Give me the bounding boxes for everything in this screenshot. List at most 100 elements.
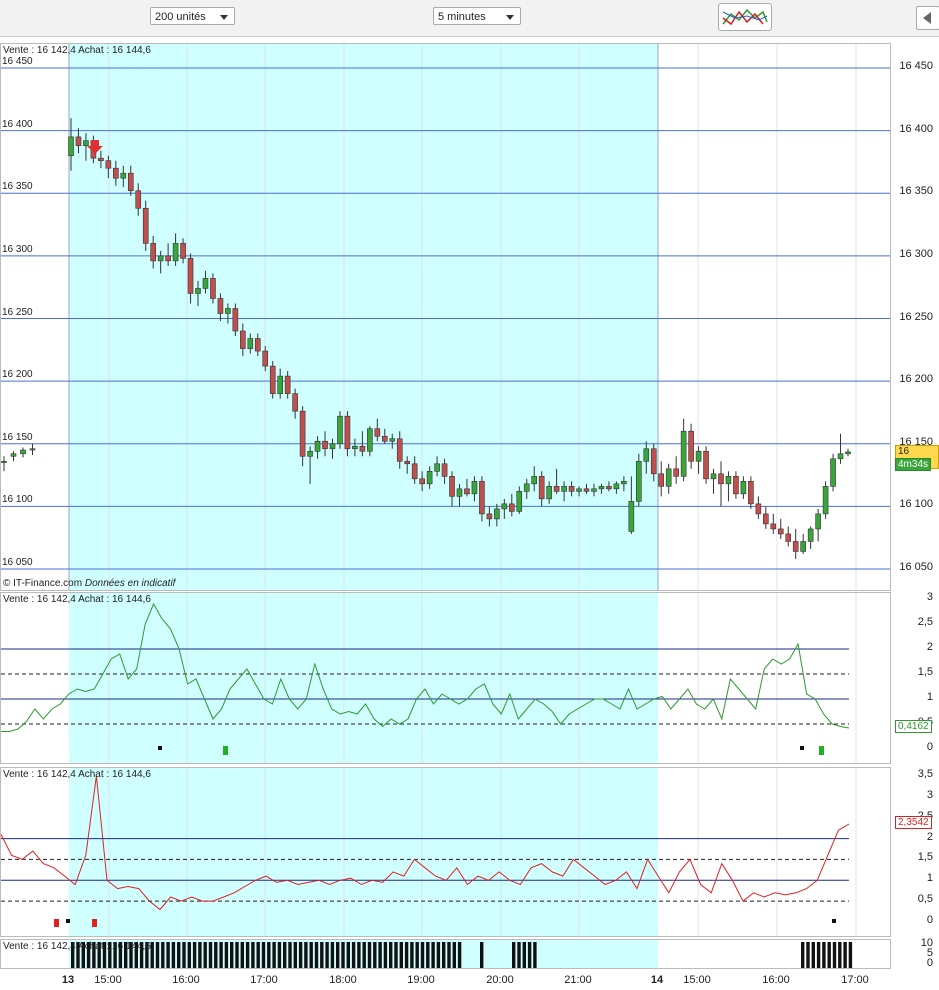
volume-bar xyxy=(230,942,234,968)
candle-body xyxy=(359,445,366,452)
price-tick: 16 250 xyxy=(899,310,933,323)
volume-bar xyxy=(442,942,446,968)
volume-bar xyxy=(838,942,842,968)
signal-marker xyxy=(223,746,228,755)
volume-bar xyxy=(336,942,340,968)
volume-bar xyxy=(97,942,101,968)
candle-body xyxy=(815,513,821,530)
indicator-tick: 2,5 xyxy=(917,616,933,628)
volume-bar xyxy=(314,942,319,968)
volume-bar xyxy=(182,942,186,968)
volume-bar xyxy=(816,942,821,968)
volume-bar xyxy=(522,942,526,968)
price-left-tick: 16 050 xyxy=(2,557,33,568)
volume-axis: 10 5 0 xyxy=(891,937,939,969)
candle-body xyxy=(165,255,171,262)
volume-bar xyxy=(320,942,324,968)
candle-body xyxy=(142,207,149,244)
candle-body xyxy=(471,481,478,495)
volume-bar xyxy=(304,942,308,968)
indicator-tick: 0,5 xyxy=(917,893,933,906)
volume-bar xyxy=(330,942,335,968)
indicator1-axis: 32,521,510,50 xyxy=(891,591,939,764)
volume-bar xyxy=(399,942,403,968)
candle-body xyxy=(187,258,194,294)
volume-bar xyxy=(187,942,191,968)
volume-bar xyxy=(81,942,85,968)
quantity-select[interactable]: 200 unités xyxy=(150,7,235,25)
candle-body xyxy=(845,451,851,455)
candle-body xyxy=(232,308,239,332)
price-tick: 16 400 xyxy=(899,122,933,135)
indicator-tick: 0 xyxy=(926,914,933,926)
candle-body xyxy=(695,450,702,462)
volume-bar xyxy=(512,942,516,968)
candle-body xyxy=(10,453,17,457)
candle-body xyxy=(777,528,784,535)
signal-marker xyxy=(800,746,804,750)
volume-bar xyxy=(102,942,107,968)
volume-bar xyxy=(155,942,160,968)
candle-body xyxy=(441,463,448,477)
volume-bar xyxy=(822,942,826,968)
indicator-tick: 3 xyxy=(926,788,933,801)
volume-bar xyxy=(351,942,356,968)
candle-body xyxy=(150,243,156,262)
candle-body xyxy=(523,483,530,492)
indicator-line xyxy=(1,775,850,911)
volume-bar xyxy=(293,942,297,968)
volume-bar xyxy=(806,942,810,968)
volume-bar xyxy=(373,942,377,968)
volume-bar xyxy=(235,942,239,968)
volume-tick: 10 xyxy=(920,937,933,949)
interval-select[interactable]: 5 minutes xyxy=(433,7,521,25)
candle-body xyxy=(277,375,283,394)
volume-bar xyxy=(848,942,853,968)
interval-select-label: 5 minutes xyxy=(438,11,486,23)
candle-body xyxy=(822,486,829,515)
candle-body xyxy=(807,528,814,542)
volume-bar xyxy=(843,942,847,968)
scroll-arrow-icon[interactable] xyxy=(916,6,939,30)
candle-body xyxy=(1,460,7,463)
candle-body xyxy=(322,440,328,450)
indicators-icon[interactable] xyxy=(718,3,772,31)
volume-bar xyxy=(457,942,462,968)
volume-tick: 0 xyxy=(926,957,933,969)
candle-body xyxy=(381,435,388,442)
volume-bar xyxy=(76,942,80,968)
candle-body xyxy=(113,167,119,179)
volume-bar xyxy=(420,942,425,968)
volume-bar xyxy=(113,942,117,968)
candle-body xyxy=(374,428,381,437)
volume-bar xyxy=(139,942,144,968)
indicator-tick: 3 xyxy=(926,591,933,603)
candle-body xyxy=(606,486,612,490)
volume-bar xyxy=(436,942,441,968)
candle-body xyxy=(770,523,777,530)
price-tick: 16 300 xyxy=(899,247,933,260)
price-left-tick: 16 350 xyxy=(2,181,33,193)
volume-bar xyxy=(533,942,537,968)
price-axis: 16 450 16 400 16 350 16 300 16 250 16 200 16 1… xyxy=(891,43,939,591)
candle-body xyxy=(217,298,224,314)
candle-body xyxy=(718,473,724,485)
indicator2-axis: 3,532,521,510,50 xyxy=(891,767,939,937)
volume-bar xyxy=(124,942,128,968)
session-shade xyxy=(69,44,658,590)
candle-body xyxy=(673,468,679,477)
volume-bar xyxy=(346,942,350,968)
chevron-down-icon xyxy=(506,15,514,20)
volume-tick: 5 xyxy=(926,947,933,959)
candle-body xyxy=(105,160,112,169)
candle-body xyxy=(329,443,336,450)
price-left-tick: 16 150 xyxy=(2,431,33,443)
candle-body xyxy=(337,415,343,445)
volume-bar xyxy=(129,942,133,968)
candle-body xyxy=(531,476,538,485)
price-left-tick: 16 300 xyxy=(2,243,33,255)
candle-body xyxy=(516,491,523,512)
candle-body xyxy=(546,486,552,500)
candle-body xyxy=(225,308,231,314)
candle-body xyxy=(367,428,373,452)
